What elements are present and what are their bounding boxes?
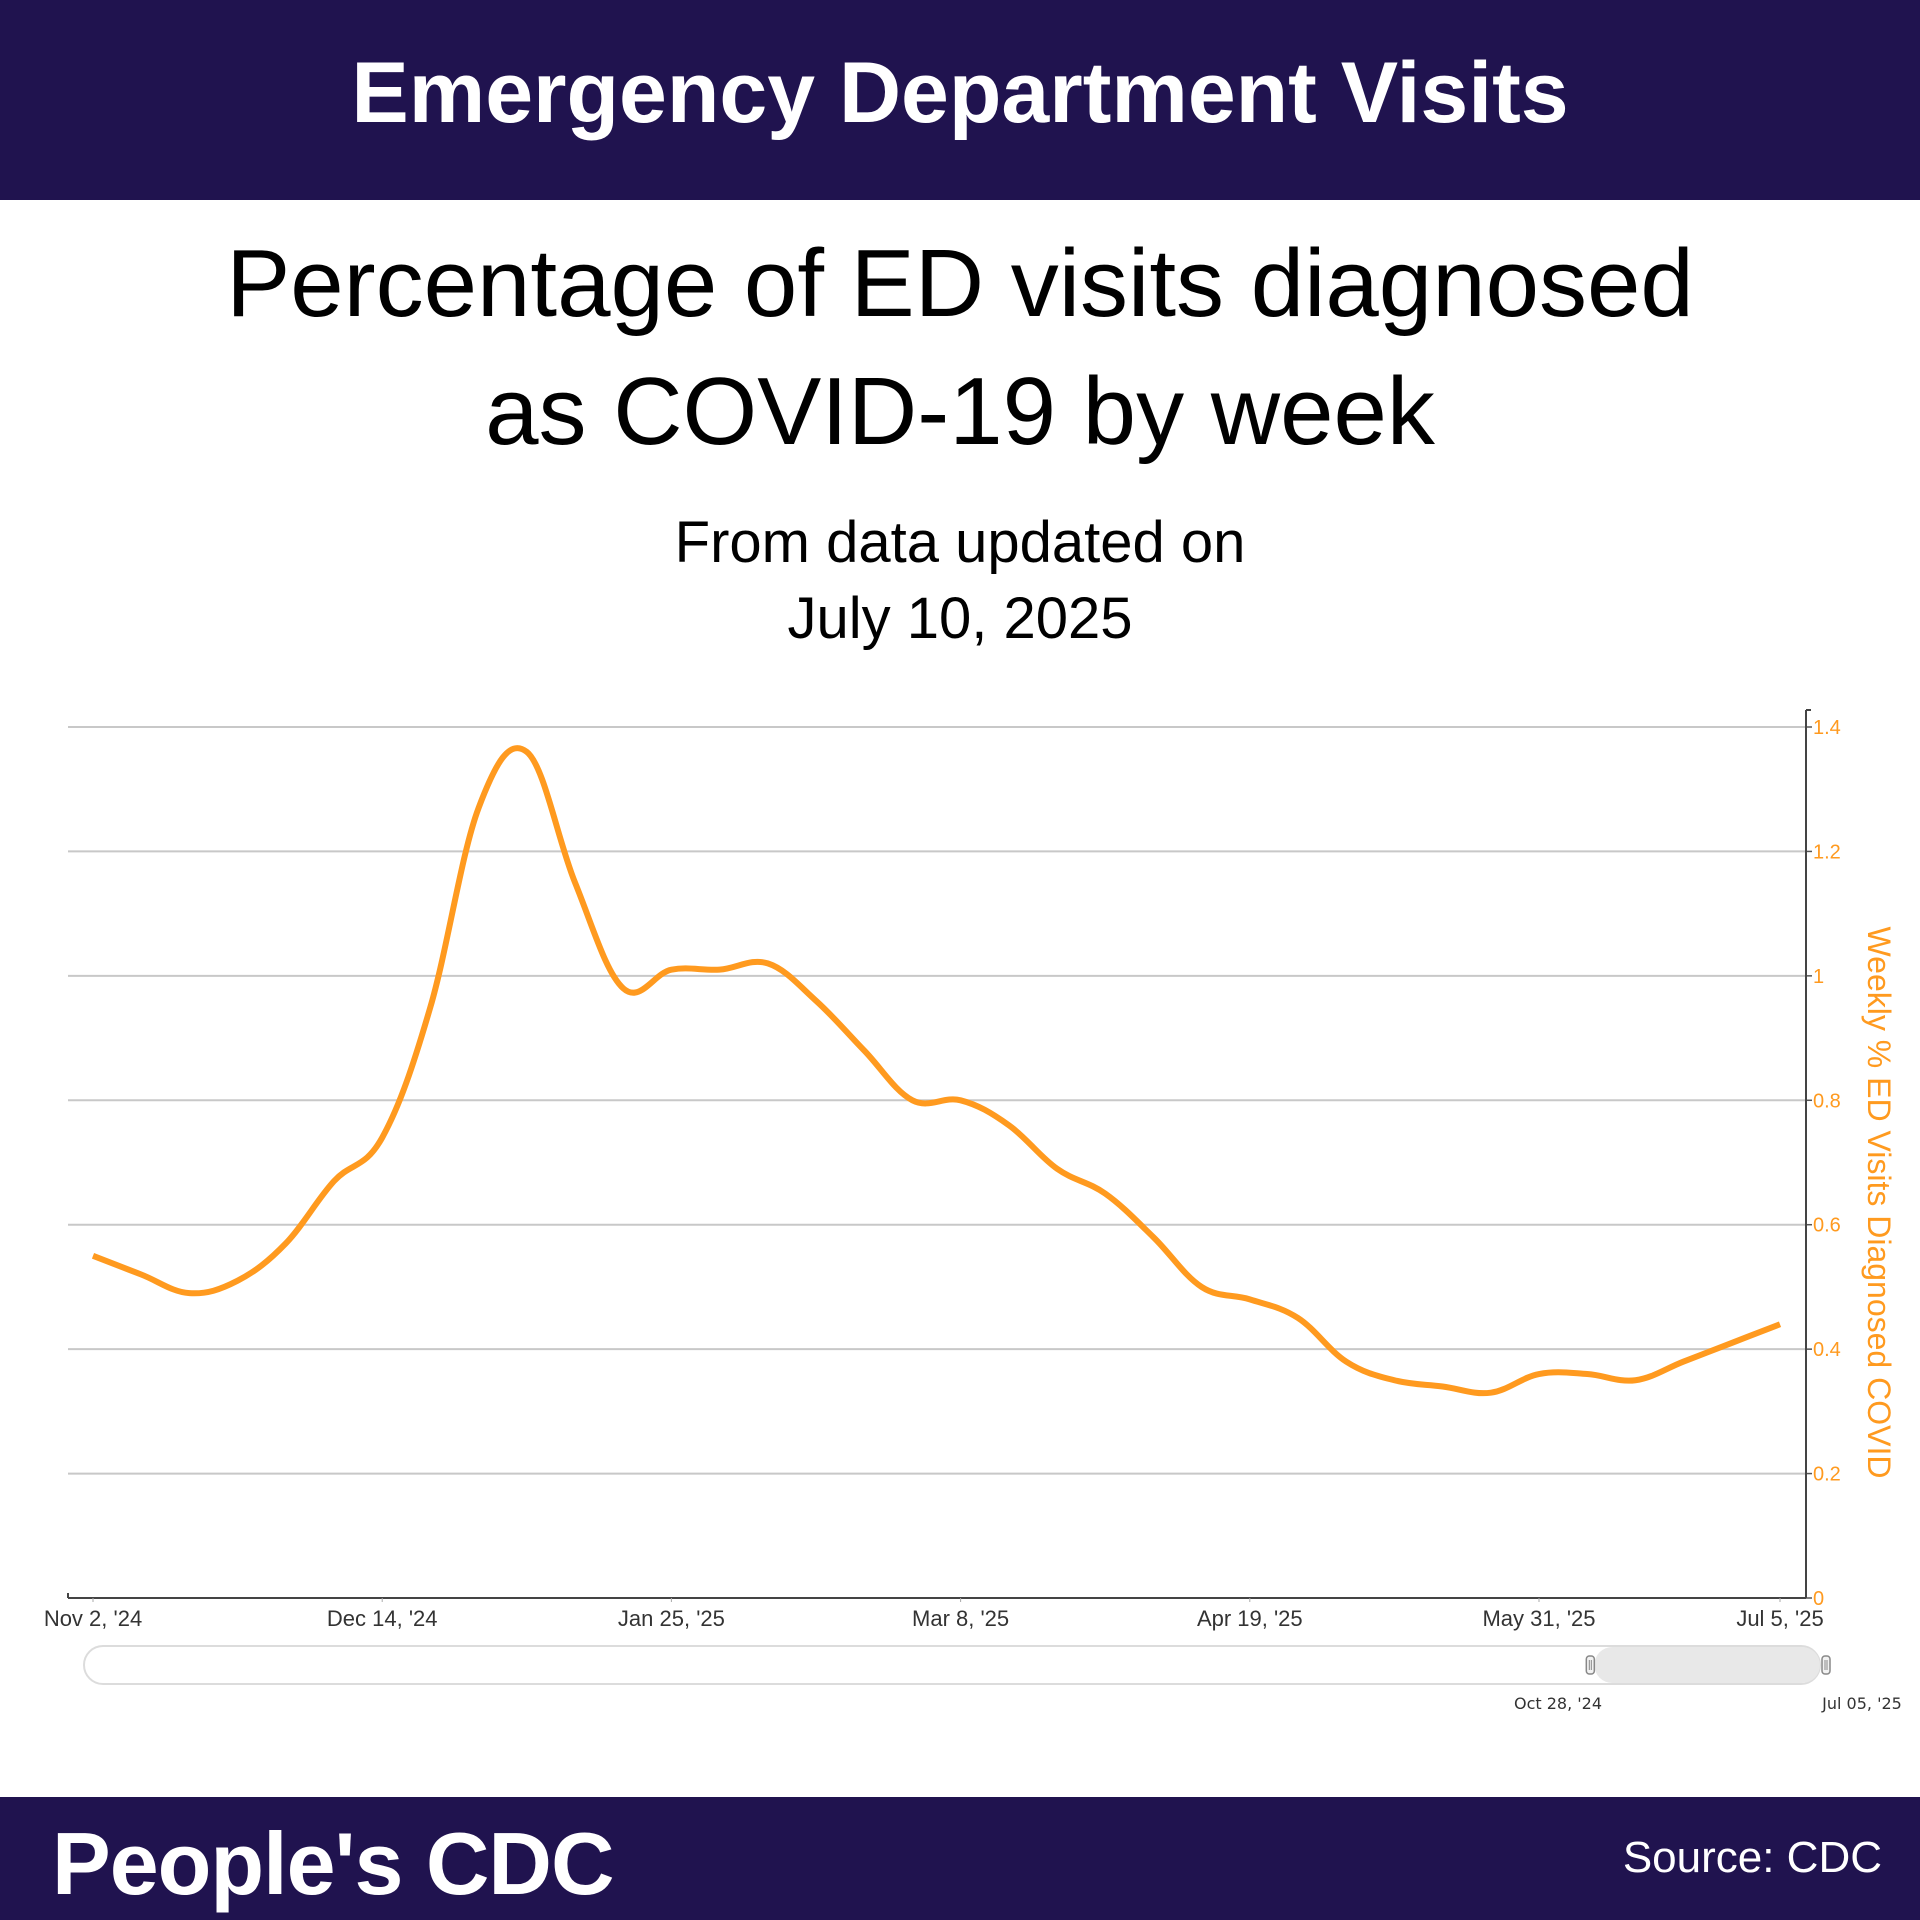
- line-chart: 0 0.2 0.4 0.6 0.8 1 1.2 1.4 Nov 2, '24 Dec 14, '…: [44, 709, 1902, 1713]
- data-point: [476, 805, 482, 811]
- y-tick-label: 1.2: [1813, 841, 1841, 863]
- x-tick-label: May 31, '25: [1482, 1606, 1595, 1631]
- y-tick-label: 0.8: [1813, 1090, 1841, 1112]
- y-tick-labels: 0 0.2 0.4 0.6 0.8 1 1.2 1.4: [1813, 717, 1841, 1610]
- data-point: [1102, 1191, 1108, 1197]
- y-tick-label: 0.4: [1813, 1339, 1841, 1361]
- data-point: [1247, 1296, 1253, 1302]
- navigator-track[interactable]: [83, 1645, 1821, 1685]
- data-point: [717, 967, 723, 973]
- x-tick-label: Jul 5, '25: [1736, 1606, 1823, 1631]
- data-point: [813, 998, 819, 1004]
- data-point: [620, 985, 626, 991]
- data-point: [1536, 1371, 1542, 1377]
- data-point: [427, 1004, 433, 1010]
- x-tick-label: Jan 25, '25: [618, 1606, 725, 1631]
- data-point: [1777, 1321, 1783, 1327]
- header-title: Emergency Department Visits: [351, 44, 1569, 141]
- header-banner: Emergency Department Visits: [0, 0, 1920, 200]
- brand-logo-text: People's CDC: [52, 1814, 615, 1913]
- data-point: [331, 1178, 337, 1184]
- data-point: [1440, 1383, 1446, 1389]
- data-point: [1054, 1166, 1060, 1172]
- data-point: [958, 1097, 964, 1103]
- data-point: [765, 960, 771, 966]
- y-tick-label: 0.6: [1813, 1215, 1841, 1237]
- navigator-selected-range[interactable]: [1594, 1647, 1820, 1683]
- data-point: [524, 749, 530, 755]
- updated-date: July 10, 2025: [787, 586, 1133, 651]
- data-point: [1391, 1377, 1397, 1383]
- data-point: [1150, 1234, 1156, 1240]
- data-point: [138, 1271, 144, 1277]
- handle-grip-icon[interactable]: [1821, 1655, 1831, 1675]
- data-point: [90, 1253, 96, 1259]
- data-point: [909, 1097, 915, 1103]
- data-point: [668, 967, 674, 973]
- handle-grip-icon[interactable]: [1585, 1655, 1596, 1675]
- x-tick-label: Mar 8, '25: [912, 1606, 1009, 1631]
- footer-banner: People's CDC Source: CDC: [0, 1797, 1920, 1920]
- data-point: [1006, 1122, 1012, 1128]
- data-point: [1632, 1377, 1638, 1383]
- x-tick-labels: Nov 2, '24 Dec 14, '24 Jan 25, '25 Mar 8, '…: [44, 1598, 1824, 1631]
- x-tick-label: Apr 19, '25: [1197, 1606, 1303, 1631]
- data-point: [1729, 1340, 1735, 1346]
- x-tick-label: Nov 2, '24: [44, 1606, 142, 1631]
- data-point: [1584, 1371, 1590, 1377]
- source-credit: Source: CDC: [1622, 1833, 1882, 1882]
- data-point: [572, 880, 578, 886]
- y-tick-label: 0.2: [1813, 1464, 1841, 1486]
- data-point: [1488, 1390, 1494, 1396]
- data-point: [186, 1290, 192, 1296]
- y-axis-label: Weekly % ED Visits Diagnosed COVID: [1861, 927, 1897, 1479]
- navigator-start-label: Oct 28, '24: [1514, 1694, 1602, 1713]
- axes: [67, 709, 1811, 1599]
- navigator-end-label: Jul 05, '25: [1821, 1694, 1902, 1713]
- data-point: [283, 1240, 289, 1246]
- chart-title-line-2: as COVID-19 by week: [485, 358, 1435, 465]
- series-points: [90, 749, 1783, 1396]
- x-tick-label: Dec 14, '24: [327, 1606, 438, 1631]
- series-line: [91, 745, 1782, 1397]
- y-tick-label: 0: [1813, 1588, 1824, 1610]
- data-point: [861, 1048, 867, 1054]
- y-tick-label: 1.4: [1813, 717, 1841, 739]
- data-point: [1199, 1284, 1205, 1290]
- updated-label: From data updated on: [674, 510, 1246, 575]
- data-point: [1343, 1359, 1349, 1365]
- gridlines: [68, 726, 1812, 1599]
- navigator-right-handle[interactable]: [1821, 1655, 1831, 1675]
- y-tick-label: 1: [1813, 966, 1824, 988]
- navigator-left-handle[interactable]: [1585, 1655, 1596, 1675]
- data-point: [1681, 1359, 1687, 1365]
- chart-title-line-1: Percentage of ED visits diagnosed: [226, 230, 1694, 337]
- data-point: [235, 1278, 241, 1284]
- range-navigator[interactable]: Oct 28, '24 Jul 05, '25: [83, 1645, 1902, 1713]
- chart-title: Percentage of ED visits diagnosed as COV…: [0, 220, 1920, 476]
- chart-subtitle: From data updated on July 10, 2025: [0, 505, 1920, 657]
- data-point: [379, 1135, 385, 1141]
- data-point: [1295, 1315, 1301, 1321]
